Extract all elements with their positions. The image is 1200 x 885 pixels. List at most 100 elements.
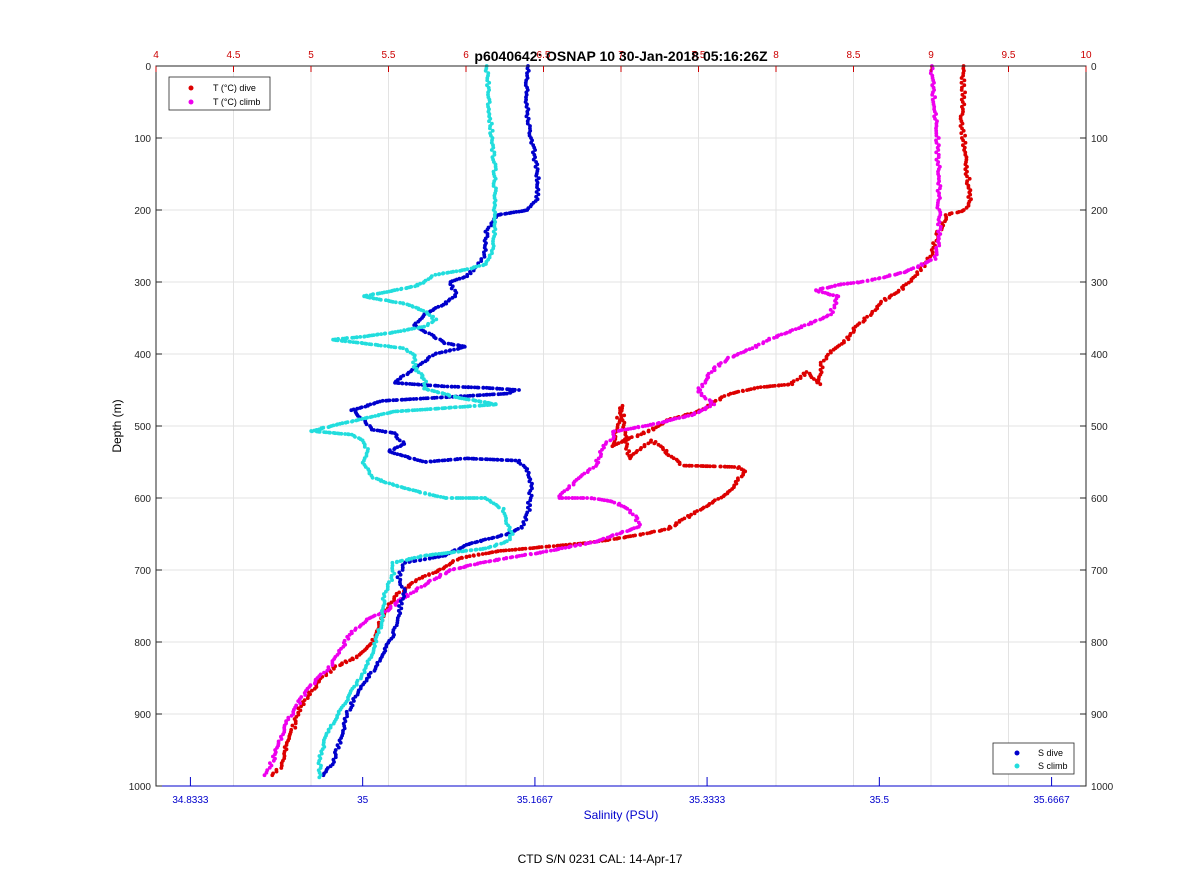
- data-point: [398, 300, 402, 305]
- data-point: [633, 518, 638, 523]
- data-point: [673, 523, 678, 528]
- data-point: [635, 449, 639, 453]
- data-point: [326, 425, 331, 429]
- data-point: [848, 281, 853, 286]
- data-point: [267, 765, 272, 770]
- data-point: [427, 313, 432, 317]
- data-point: [408, 591, 413, 596]
- data-point: [963, 133, 967, 138]
- data-point: [533, 551, 538, 556]
- data-point: [842, 282, 846, 286]
- data-point: [755, 385, 760, 390]
- data-point: [455, 557, 460, 562]
- data-point: [372, 668, 377, 673]
- data-point: [416, 555, 420, 560]
- data-point: [456, 347, 460, 351]
- data-point: [481, 263, 485, 268]
- data-point: [410, 408, 415, 413]
- data-point: [354, 418, 359, 423]
- data-point: [431, 571, 435, 575]
- data-point: [563, 545, 568, 550]
- data-point: [961, 128, 966, 133]
- data-point: [496, 392, 501, 397]
- data-point: [507, 548, 512, 552]
- data-point: [442, 341, 447, 346]
- data-point: [565, 487, 570, 492]
- data-point: [331, 721, 336, 726]
- data-point: [487, 80, 492, 85]
- data-point: [324, 673, 329, 678]
- data-point: [499, 548, 503, 553]
- data-point: [448, 282, 453, 287]
- data-point: [458, 456, 463, 461]
- right-tick-label: 500: [1091, 422, 1108, 433]
- data-point: [666, 527, 671, 531]
- data-point: [828, 292, 832, 297]
- data-point: [317, 775, 322, 780]
- data-point: [357, 624, 362, 629]
- data-point: [583, 542, 588, 546]
- data-point: [500, 458, 505, 462]
- data-point: [392, 571, 397, 576]
- data-point: [938, 186, 942, 191]
- data-point: [433, 406, 437, 411]
- data-point: [491, 402, 496, 407]
- data-point: [495, 457, 500, 462]
- data-point: [416, 370, 421, 375]
- data-point: [332, 666, 336, 671]
- data-point: [765, 338, 769, 343]
- data-point: [622, 535, 627, 540]
- data-point: [468, 548, 473, 553]
- data-point: [349, 408, 354, 413]
- data-point: [531, 157, 536, 162]
- data-point: [446, 298, 451, 303]
- data-point: [425, 323, 430, 328]
- data-point: [325, 668, 330, 673]
- data-point: [517, 547, 522, 552]
- data-point: [708, 464, 712, 469]
- data-point: [930, 92, 935, 97]
- data-point: [494, 549, 498, 554]
- data-point: [581, 496, 586, 500]
- data-point: [709, 370, 714, 374]
- left-tick-label: 500: [134, 422, 151, 433]
- data-point: [698, 507, 703, 512]
- data-point: [646, 429, 651, 434]
- data-point: [712, 402, 717, 407]
- data-point: [775, 335, 779, 339]
- data-point: [407, 487, 412, 492]
- data-point: [790, 382, 795, 387]
- data-point: [962, 83, 967, 88]
- data-point: [389, 600, 394, 605]
- data-point: [413, 284, 417, 289]
- data-point: [456, 549, 461, 554]
- data-point: [407, 456, 412, 461]
- top-tick-label: 4: [153, 50, 159, 61]
- right-tick-label: 900: [1091, 710, 1108, 721]
- left-tick-label: 600: [134, 494, 151, 505]
- data-point: [487, 119, 491, 124]
- data-point: [481, 385, 486, 390]
- data-point: [487, 392, 492, 397]
- right-tick-label: 800: [1091, 638, 1108, 649]
- data-point: [418, 558, 422, 563]
- data-point: [455, 457, 460, 461]
- data-point: [696, 410, 701, 415]
- data-point: [732, 465, 737, 469]
- legend-marker-t-dive: [188, 85, 194, 91]
- data-point: [510, 458, 514, 463]
- top-tick-label: 9: [928, 50, 934, 61]
- data-point: [379, 332, 384, 336]
- data-point: [433, 272, 438, 277]
- data-point: [412, 382, 417, 387]
- data-point: [608, 438, 613, 443]
- data-point: [340, 339, 345, 343]
- data-point: [423, 359, 428, 364]
- data-point: [831, 347, 836, 352]
- data-point: [508, 555, 513, 560]
- data-point: [959, 88, 964, 92]
- data-point: [846, 337, 851, 342]
- data-point: [640, 424, 645, 429]
- data-point: [563, 543, 568, 547]
- data-point: [468, 271, 473, 276]
